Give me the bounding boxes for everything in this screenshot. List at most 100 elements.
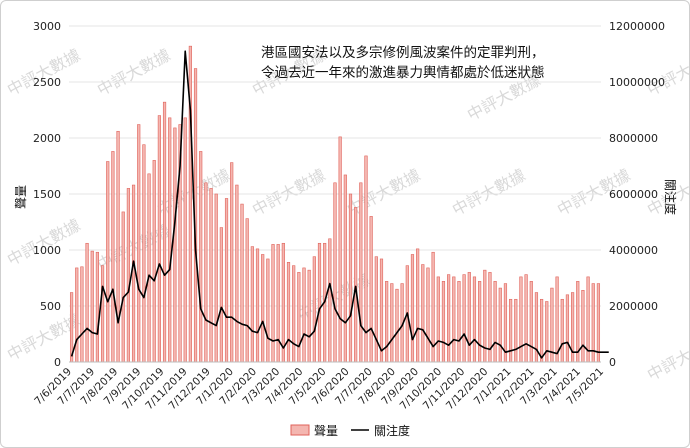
volume-bar: [100, 265, 105, 363]
volume-bar: [498, 287, 502, 363]
volume-bar: [441, 281, 446, 363]
volume-bar: [565, 294, 570, 363]
y-left-tick-label: 1500: [33, 188, 61, 201]
legend-swatch-volume: [290, 424, 310, 436]
volume-bar: [116, 130, 120, 363]
volume-bar: [276, 244, 280, 363]
volume-bar: [302, 267, 306, 363]
volume-bar: [369, 216, 373, 363]
volume-bar: [317, 242, 322, 363]
volume-bar: [214, 193, 218, 363]
y-left-tick-label: 2000: [33, 132, 61, 145]
volume-bar: [230, 162, 234, 363]
volume-bar: [245, 218, 249, 363]
legend-label-volume: 聲量: [314, 423, 338, 438]
volume-bars: [69, 45, 601, 363]
volume-bar: [173, 127, 177, 363]
y-right-tick-label: 8000000: [609, 132, 658, 145]
volume-bar: [509, 298, 513, 363]
volume-bar: [106, 161, 110, 363]
volume-bar: [395, 288, 399, 363]
volume-bar: [235, 184, 239, 363]
volume-bar: [467, 272, 471, 363]
volume-bar: [152, 160, 156, 363]
volume-bar: [90, 250, 94, 363]
y-right-tick-label: 10000000: [609, 76, 665, 89]
volume-bar: [390, 283, 394, 363]
volume-bar: [452, 276, 456, 363]
volume-bar: [111, 151, 115, 363]
y-left-tick-label: 3000: [33, 20, 61, 33]
annotation-line-1: 港區國安法以及多宗修例風波案件的定罪判刑，: [261, 44, 545, 61]
volume-bar: [199, 151, 203, 363]
volume-bar: [85, 242, 89, 363]
volume-bar: [147, 173, 151, 363]
volume-bar: [493, 281, 497, 363]
volume-bar: [348, 193, 353, 363]
volume-bar: [379, 258, 384, 363]
volume-bar: [343, 174, 347, 363]
volume-bar: [416, 248, 420, 363]
volume-bar: [519, 276, 523, 363]
y-right-tick-label: 0: [609, 356, 616, 369]
y-left-tick-label: 500: [40, 300, 61, 313]
watermark-text: 中評大數據: [249, 165, 329, 219]
watermark-text: 中評大數據: [644, 330, 689, 384]
volume-bar: [514, 298, 518, 363]
volume-bar: [447, 274, 451, 363]
volume-bar: [550, 287, 554, 363]
watermark-text: 中評大數據: [4, 215, 84, 269]
volume-bar: [529, 281, 533, 363]
volume-bar: [581, 290, 585, 363]
volume-bar: [162, 101, 167, 363]
volume-bar: [80, 266, 84, 363]
y-left-tick-label: 0: [54, 356, 61, 369]
volume-bar: [75, 267, 79, 363]
volume-bar: [410, 254, 415, 363]
y-left-axis-title: 聲量: [13, 185, 28, 209]
volume-bar: [142, 144, 146, 363]
legend: 聲量 關注度: [290, 423, 410, 438]
volume-bar: [271, 244, 275, 363]
volume-bar: [137, 124, 141, 363]
volume-bar: [472, 276, 477, 363]
y-left-tick-label: 2500: [33, 76, 61, 89]
annotation-line-2: 令過去近一年來的激進暴力輿情都處於低迷狀態: [261, 65, 545, 81]
volume-bar: [555, 276, 559, 363]
volume-bar: [436, 276, 440, 363]
volume-bar: [261, 254, 265, 363]
watermark-text: 中評大數據: [4, 45, 84, 99]
y-right-tick-label: 6000000: [609, 188, 658, 201]
volume-bar: [250, 246, 254, 363]
volume-bar: [359, 182, 363, 363]
watermark-text: 中評大數據: [644, 45, 689, 99]
volume-bar: [121, 211, 125, 363]
volume-bar: [95, 251, 100, 363]
volume-bar: [204, 182, 208, 363]
volume-bar: [131, 184, 136, 363]
volume-bar: [338, 136, 342, 363]
volume-bar: [421, 264, 425, 363]
volume-bar: [312, 256, 316, 363]
y-right-tick-label: 2000000: [609, 300, 658, 313]
volume-bar: [560, 298, 564, 363]
volume-bar: [328, 238, 332, 363]
x-tick-labels: 7/6/20197/7/20197/8/20197/9/20197/10/201…: [32, 366, 606, 413]
volume-bar: [462, 274, 466, 363]
volume-bar: [266, 258, 270, 363]
volume-bar: [281, 242, 285, 363]
y-left-tick-label: 1000: [33, 244, 61, 257]
volume-bar: [457, 281, 461, 363]
volume-bar: [596, 283, 601, 363]
attention-line: [70, 50, 609, 359]
watermark-text: 中評大數據: [449, 165, 529, 219]
volume-bar: [385, 281, 389, 363]
volume-bar: [333, 182, 337, 363]
y-right-tick-labels: 0 2000000 4000000 6000000 8000000 10000000 120…: [609, 20, 665, 369]
volume-bar: [219, 227, 223, 363]
volume-bar: [307, 269, 311, 363]
volume-bar: [255, 248, 260, 363]
volume-bar: [240, 203, 244, 363]
y-right-tick-label: 4000000: [609, 244, 658, 257]
